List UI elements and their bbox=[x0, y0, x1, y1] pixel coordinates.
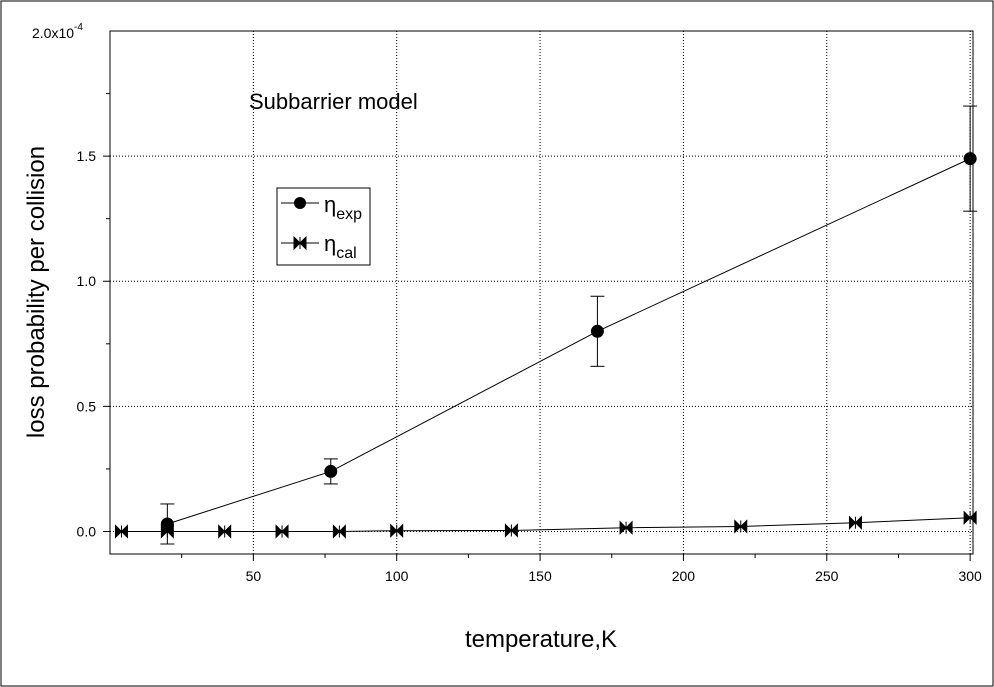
legend-sub-exp: exp bbox=[336, 206, 362, 223]
series-cal-point bbox=[504, 523, 518, 538]
x-tick-label: 250 bbox=[815, 568, 839, 584]
x-tick-label: 300 bbox=[958, 568, 982, 584]
series-cal-point bbox=[963, 510, 977, 525]
series bbox=[114, 105, 978, 545]
series-cal-point bbox=[619, 520, 633, 535]
y-multiplier-exponent: -4 bbox=[74, 22, 83, 33]
series-cal-point bbox=[114, 524, 128, 539]
x-tick-label: 50 bbox=[246, 568, 262, 584]
series-cal-point bbox=[390, 523, 404, 538]
y-tick-label: 1.0 bbox=[77, 273, 97, 289]
x-axis-title: temperature,K bbox=[465, 626, 617, 653]
legend-sub-cal: cal bbox=[336, 245, 356, 262]
series-exp-point bbox=[963, 152, 977, 166]
legend-symbol-exp: η bbox=[324, 192, 336, 217]
y-axis-title: loss probability per collision bbox=[23, 146, 50, 438]
series-cal-point bbox=[275, 524, 289, 539]
y-tick-label: 0.0 bbox=[77, 523, 97, 539]
annotation-text: Subbarrier model bbox=[249, 89, 418, 114]
legend-box bbox=[276, 187, 371, 266]
series-cal-point bbox=[734, 519, 748, 534]
series-exp-line bbox=[167, 158, 971, 525]
x-tick-label: 150 bbox=[528, 568, 552, 584]
y-tick-label: 1.5 bbox=[77, 148, 97, 164]
x-tick-label: 200 bbox=[672, 568, 696, 584]
series-cal-point bbox=[332, 524, 346, 539]
legend: ηexp ηcal bbox=[276, 187, 371, 266]
grid bbox=[110, 31, 973, 554]
series-cal-point bbox=[160, 524, 174, 539]
y-multiplier-label: 2.0x10-4 bbox=[32, 22, 83, 41]
legend-symbol-cal: η bbox=[324, 231, 336, 256]
legend-marker-exp bbox=[294, 197, 306, 209]
series-cal-point bbox=[848, 515, 862, 530]
series-cal bbox=[114, 510, 977, 539]
axis-ticks: 50 100 150 200 250 300 0.0 0.5 1.0 1.5 bbox=[77, 93, 982, 584]
series-exp bbox=[160, 105, 978, 545]
legend-marker-cal bbox=[293, 235, 307, 251]
series-cal-line bbox=[121, 517, 971, 532]
legend-label-exp: ηexp bbox=[324, 192, 362, 223]
x-tick-label: 100 bbox=[385, 568, 409, 584]
legend-label-cal: ηcal bbox=[324, 231, 357, 262]
y-tick-label: 0.5 bbox=[77, 398, 97, 414]
series-exp-point bbox=[590, 324, 604, 338]
plot-frame bbox=[109, 30, 974, 555]
y-multiplier-base: 2.0x10 bbox=[32, 25, 74, 41]
series-exp-point bbox=[160, 517, 174, 531]
series-cal-point bbox=[218, 524, 232, 539]
series-exp-point bbox=[324, 464, 338, 478]
